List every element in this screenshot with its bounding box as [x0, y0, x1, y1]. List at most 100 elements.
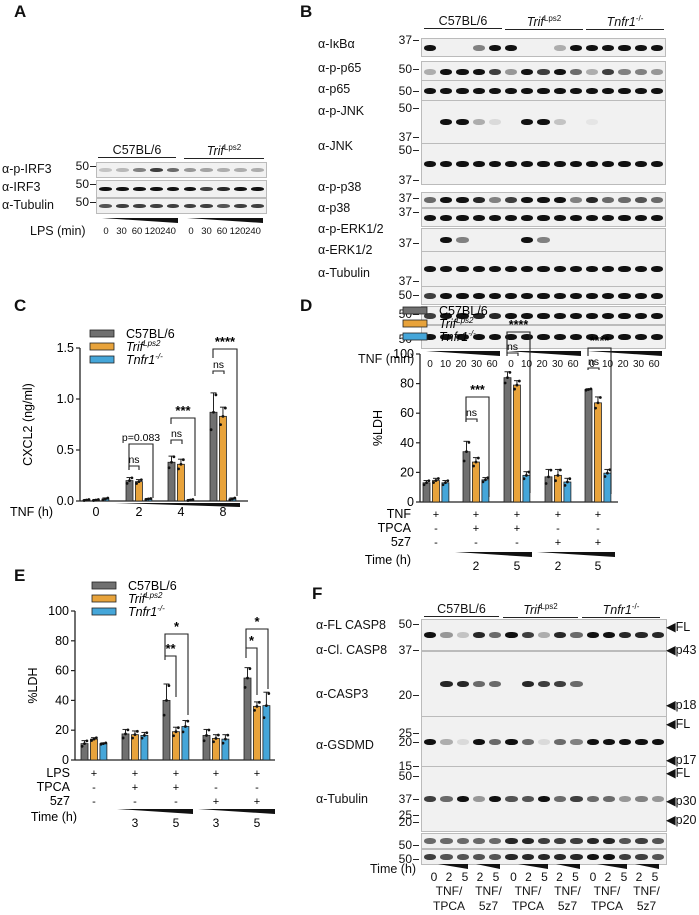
- antibody-label: α-p-ERK1/2: [318, 222, 384, 236]
- antibody-label: α-FL CASP8: [316, 618, 386, 632]
- condition-row-label: TPCA: [37, 780, 71, 794]
- timepoint-label: 5: [461, 870, 469, 884]
- legend-label: C57BL/6: [126, 327, 175, 341]
- band-label: ◀FL: [666, 717, 691, 731]
- band-label: ◀FL: [666, 766, 691, 780]
- x-tick-label: 8: [220, 505, 227, 519]
- condition-value: -: [133, 796, 137, 808]
- group-label-trif: TrifLps2: [503, 602, 578, 619]
- condition-value: +: [254, 768, 260, 780]
- y-axis-label: %LDH: [26, 667, 40, 703]
- mw-marker: 50: [385, 288, 419, 302]
- band-label: ◀p20: [666, 813, 697, 827]
- legend-swatch: [89, 342, 115, 351]
- mw-marker: 37: [385, 191, 419, 205]
- band-label: ◀p18: [666, 698, 697, 712]
- significance-label: ns: [171, 428, 182, 440]
- blot-strip: [421, 833, 667, 849]
- bar: [262, 705, 271, 761]
- timepoint-label: 120: [229, 226, 246, 237]
- panel-d-letter: D: [300, 296, 313, 315]
- blot-strip: [421, 286, 666, 305]
- blot-strip: [421, 143, 666, 185]
- time-ramp: [635, 864, 659, 869]
- y-tick-label: 60: [400, 406, 414, 420]
- x-tick-label: 4: [178, 505, 185, 519]
- antibody-label: α-CASP3: [316, 687, 369, 701]
- significance-label: *: [254, 614, 260, 629]
- timepoint-label: 0: [188, 226, 194, 237]
- timepoint-label: 0: [508, 359, 514, 370]
- y-tick-label: 0: [407, 495, 414, 509]
- y-tick-label: 80: [400, 377, 414, 391]
- mw-marker: 37: [385, 792, 419, 806]
- legend-swatch: [91, 594, 117, 603]
- mw-marker: 37: [385, 205, 419, 219]
- antibody-label: α-p38: [318, 201, 351, 215]
- significance-label: *: [174, 619, 180, 634]
- mw-marker: 37: [385, 130, 419, 144]
- treatment-label: TNF/ 5z7: [554, 884, 581, 913]
- band-label: ◀FL: [666, 620, 691, 634]
- antibody-label: α-p-p38: [318, 180, 362, 194]
- antibody-label: α-IκBα: [318, 37, 355, 51]
- significance-label: p=0.083: [122, 432, 160, 444]
- timepoint-label: 10: [439, 359, 452, 370]
- antibody-label: α-ERK1/2: [318, 243, 373, 257]
- time-label: 2: [555, 559, 562, 570]
- condition-value: +: [173, 782, 179, 794]
- x-axis-label: Time (h): [370, 862, 417, 876]
- mw-marker: 37: [385, 33, 419, 47]
- group-label-tnfr1: Tnfr1-/-: [582, 602, 660, 619]
- legend-label: TrifLps2: [128, 591, 163, 606]
- timepoint-label: 60: [486, 359, 498, 370]
- mw-marker: 50: [62, 159, 96, 173]
- x-tick-label: 0: [93, 505, 100, 519]
- timepoint-label: 20: [617, 359, 629, 370]
- condition-value: -: [596, 523, 600, 535]
- y-axis-label: CXCL2 (ng/ml): [21, 383, 35, 466]
- treatment-label: TNF/ TPCA: [432, 884, 465, 913]
- bar: [472, 461, 480, 503]
- condition-value: +: [132, 782, 138, 794]
- bar: [584, 389, 593, 503]
- legend-swatch: [91, 581, 117, 590]
- timepoint-label: 5: [572, 870, 579, 884]
- panel-a-letter: A: [14, 2, 27, 21]
- condition-value: +: [91, 768, 97, 780]
- significance-label: ****: [215, 334, 236, 349]
- condition-value: +: [555, 537, 561, 549]
- timepoint-label: 0: [427, 359, 433, 370]
- timepoint-label: 20: [536, 359, 548, 370]
- antibody-label: α-p65: [318, 82, 351, 96]
- condition-row-label: 5z7: [50, 794, 70, 808]
- antibody-label: α-p-IRF3: [2, 162, 52, 176]
- timepoint-label: 5: [492, 870, 500, 884]
- timepoint-label: 5: [620, 870, 628, 884]
- legend-label: TrifLps2: [439, 316, 474, 331]
- timepoint-label: 2: [604, 870, 612, 884]
- condition-value: -: [255, 782, 259, 794]
- treatment-label: TNF/ TPCA: [590, 884, 623, 913]
- mw-marker: 20: [385, 815, 419, 829]
- timepoint-label: 30: [116, 226, 127, 237]
- legend-swatch: [89, 329, 115, 338]
- blot-strip: [421, 80, 666, 101]
- bar: [544, 476, 553, 503]
- significance-label: ****: [509, 318, 529, 332]
- legend-label: Tnfr1-/-: [439, 329, 476, 344]
- blot-strip: [421, 306, 666, 325]
- timepoint-label: 0: [589, 359, 595, 370]
- condition-value: -: [515, 537, 519, 549]
- timepoint-label: 5: [651, 870, 659, 884]
- y-tick-label: 40: [55, 693, 69, 707]
- panel-c-letter: C: [14, 296, 27, 315]
- legend-label: Tnfr1-/-: [128, 604, 165, 619]
- y-tick-label: 60: [55, 664, 69, 678]
- significance-label: ns: [128, 454, 139, 466]
- timepoint-label: 60: [131, 226, 143, 237]
- bar: [513, 384, 521, 503]
- y-tick-label: 100: [393, 347, 414, 361]
- condition-value: +: [254, 796, 260, 808]
